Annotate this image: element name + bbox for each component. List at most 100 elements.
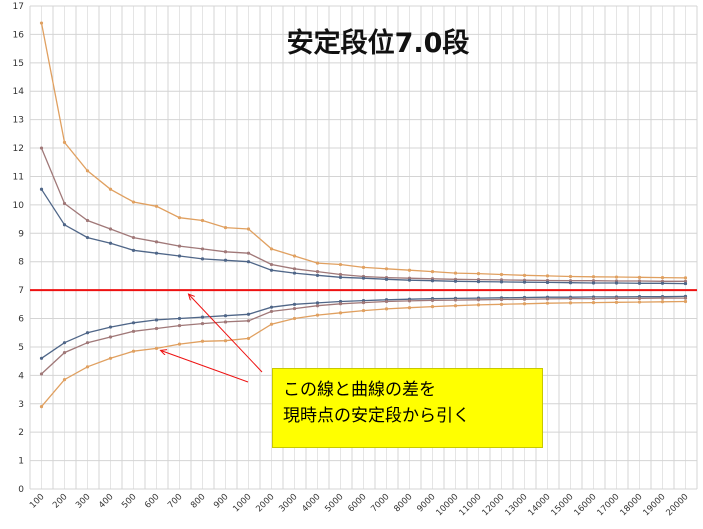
data-point	[154, 346, 159, 350]
data-point	[453, 279, 458, 283]
y-tick-label: 9	[18, 229, 24, 239]
data-point	[108, 335, 113, 339]
x-axis-ticks: 100 200 300 400 500 600 700 800 900 1000 2000 3000 4…	[28, 492, 691, 518]
x-tick-label: 300	[74, 492, 93, 511]
y-tick-label: 10	[13, 201, 25, 211]
data-point	[85, 341, 90, 345]
data-point	[499, 272, 504, 277]
data-point	[637, 296, 642, 300]
data-point	[683, 281, 688, 286]
data-point	[384, 299, 389, 304]
data-point	[522, 297, 527, 301]
x-tick-label: 3000	[277, 492, 299, 514]
data-point	[660, 296, 665, 300]
data-point	[315, 304, 320, 308]
annotation-line-2: 現時点の安定段から引く	[283, 406, 470, 426]
x-tick-label: 800	[189, 492, 208, 511]
data-point	[568, 297, 573, 301]
data-point	[62, 201, 67, 206]
data-point	[154, 326, 159, 331]
y-tick-label: 7	[18, 286, 24, 296]
data-point	[39, 372, 44, 376]
x-tick-label: 1000	[231, 492, 253, 514]
data-point	[591, 301, 596, 305]
data-point	[614, 300, 619, 304]
data-point	[85, 365, 90, 369]
y-tick-label: 3	[18, 400, 24, 410]
x-tick-label: 15000	[549, 492, 575, 518]
data-point	[108, 227, 113, 231]
data-point	[292, 271, 297, 275]
data-point	[154, 240, 159, 244]
x-tick-label: 14000	[526, 492, 552, 518]
series-group	[39, 21, 688, 409]
data-point	[338, 262, 343, 267]
data-point	[683, 299, 688, 304]
data-point	[85, 331, 90, 335]
data-point	[177, 324, 182, 328]
data-point	[269, 309, 274, 314]
data-point	[292, 306, 297, 311]
data-point	[315, 301, 320, 305]
data-point	[407, 299, 412, 303]
data-point	[476, 303, 481, 307]
data-point	[568, 274, 573, 279]
grid-horizontal	[30, 5, 697, 490]
data-point	[683, 279, 688, 283]
y-tick-label: 15	[13, 59, 24, 69]
data-point	[154, 204, 159, 208]
data-point	[292, 254, 297, 258]
x-tick-label: 400	[97, 492, 116, 511]
chart-title: 安定段位7.0段	[287, 27, 470, 59]
data-point	[591, 275, 596, 279]
y-tick-label: 11	[13, 172, 24, 182]
x-tick-label: 8000	[392, 492, 414, 514]
data-point	[131, 248, 136, 252]
y-tick-label: 5	[18, 343, 24, 353]
arrow-to-reference-line	[189, 294, 263, 373]
y-tick-label: 14	[13, 87, 25, 97]
x-tick-label: 16000	[572, 492, 598, 518]
data-point	[177, 342, 182, 346]
data-point	[246, 260, 251, 264]
x-tick-label: 700	[166, 492, 185, 511]
data-point	[430, 298, 435, 302]
data-point	[292, 316, 297, 321]
data-point	[39, 356, 44, 360]
data-point	[361, 308, 366, 313]
data-point	[637, 275, 642, 279]
data-point	[430, 304, 435, 309]
data-point	[223, 320, 228, 324]
data-point	[361, 301, 366, 305]
y-tick-label: 8	[18, 258, 24, 268]
data-point	[246, 336, 251, 341]
data-point	[131, 200, 136, 204]
data-point	[177, 244, 182, 248]
data-point	[131, 235, 136, 240]
data-point	[39, 146, 44, 150]
data-point	[384, 277, 389, 281]
x-tick-label: 2000	[254, 492, 276, 514]
data-point	[85, 169, 90, 173]
y-tick-label: 17	[13, 2, 24, 12]
data-point	[453, 298, 458, 302]
data-point	[246, 251, 251, 255]
data-point	[39, 21, 44, 25]
data-point	[246, 312, 251, 316]
x-tick-label: 19000	[641, 492, 667, 518]
x-tick-label: 18000	[618, 492, 644, 518]
data-point	[499, 297, 504, 302]
data-point	[200, 322, 205, 326]
data-point	[108, 356, 113, 360]
y-tick-label: 2	[18, 428, 24, 438]
data-point	[62, 223, 67, 227]
arrow-to-curve	[161, 350, 249, 383]
data-point	[131, 329, 136, 333]
data-point	[545, 280, 550, 285]
data-point	[269, 322, 274, 326]
data-point	[338, 311, 343, 315]
data-point	[637, 281, 642, 285]
data-point	[453, 271, 458, 275]
y-tick-label: 12	[13, 144, 24, 154]
